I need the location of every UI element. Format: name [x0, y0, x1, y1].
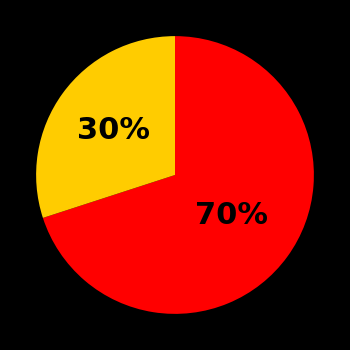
Text: 70%: 70% [195, 201, 268, 230]
Text: 30%: 30% [77, 116, 150, 145]
Wedge shape [36, 36, 175, 218]
Wedge shape [43, 36, 314, 314]
